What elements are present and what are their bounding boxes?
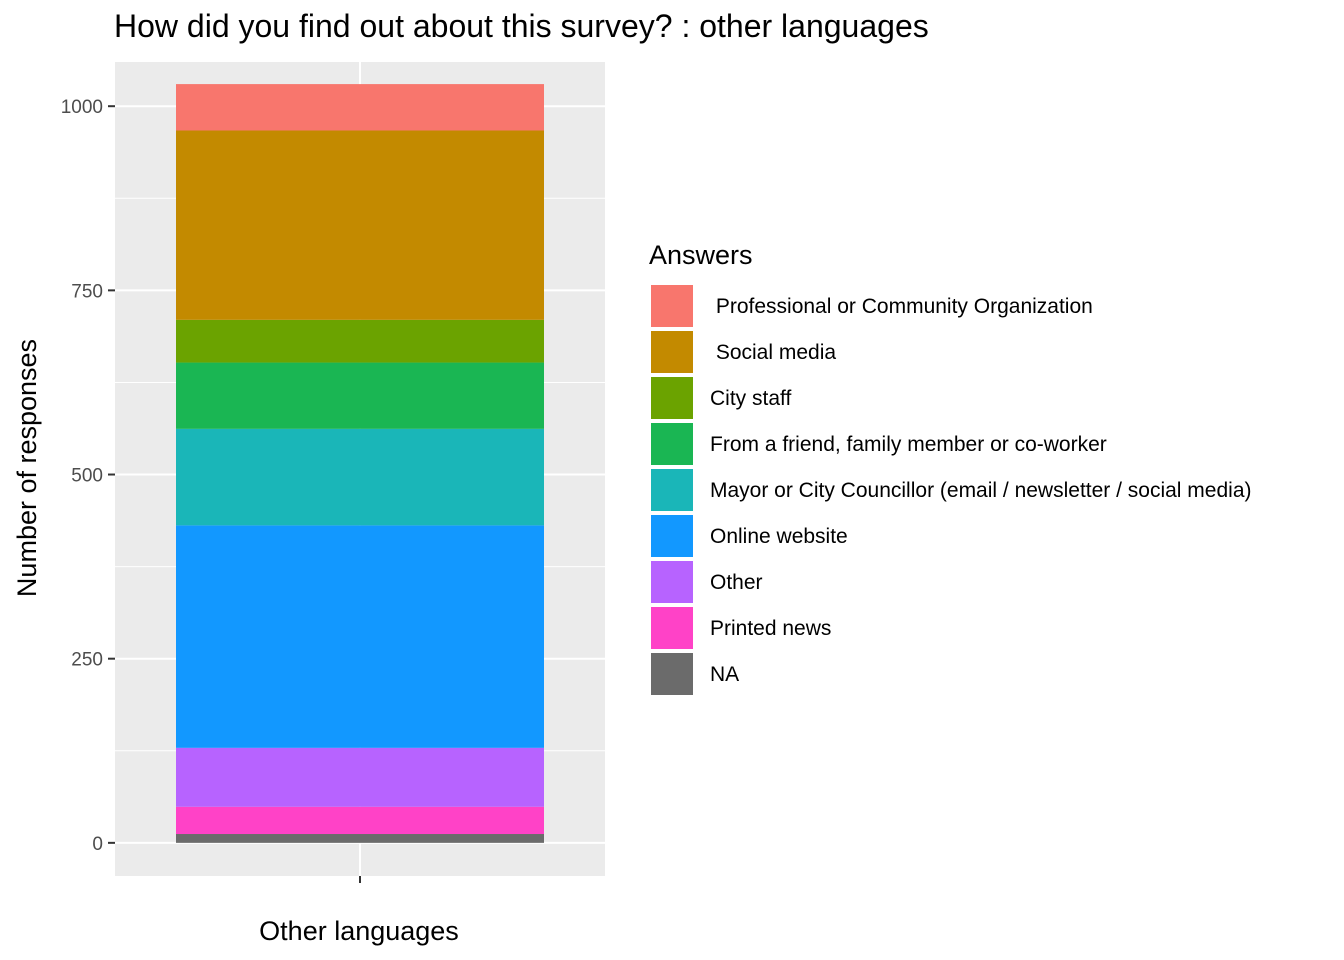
legend-label: Professional or Community Organization [710, 295, 1093, 318]
plot-panel [115, 62, 605, 876]
legend-key [651, 423, 693, 465]
bar-segment [176, 428, 544, 526]
legend-key [651, 607, 693, 649]
legend-key [651, 515, 693, 557]
legend-label: NA [710, 663, 739, 686]
legend-key [651, 653, 693, 695]
legend-title: Answers [649, 240, 753, 270]
legend-label: Printed news [710, 617, 831, 640]
legend-key [651, 377, 693, 419]
legend-label: From a friend, family member or co-worke… [710, 433, 1107, 456]
bar-segment [176, 525, 544, 748]
legend-label: Mayor or City Councillor (email / newsle… [710, 479, 1252, 502]
y-axis-title: Number of responses [12, 339, 42, 597]
y-tick-label: 500 [71, 466, 103, 487]
legend: Answers Professional or Community Organi… [649, 240, 1252, 695]
bar-segment [176, 747, 544, 807]
legend-label: City staff [710, 387, 791, 410]
y-axis: 0 250 500 750 1000 [61, 97, 115, 855]
bar-segment [176, 130, 544, 320]
legend-key [651, 561, 693, 603]
legend-key [651, 469, 693, 511]
legend-label: Other [710, 571, 763, 594]
bar-segment [176, 362, 544, 429]
bar-segment [176, 834, 544, 843]
legend-label: Social media [710, 341, 836, 364]
y-tick-label: 1000 [61, 97, 103, 118]
y-tick-label: 250 [71, 650, 103, 671]
bar-segment [176, 84, 544, 131]
legend-key [651, 285, 693, 327]
y-tick-label: 750 [71, 281, 103, 302]
x-axis-title: Other languages [259, 916, 459, 946]
legend-key [651, 331, 693, 373]
bar-segment [176, 319, 544, 363]
legend-label: Online website [710, 525, 848, 548]
chart-title: How did you find out about this survey? … [114, 8, 929, 44]
bar-segment [176, 806, 544, 835]
y-tick-label: 0 [92, 834, 103, 855]
